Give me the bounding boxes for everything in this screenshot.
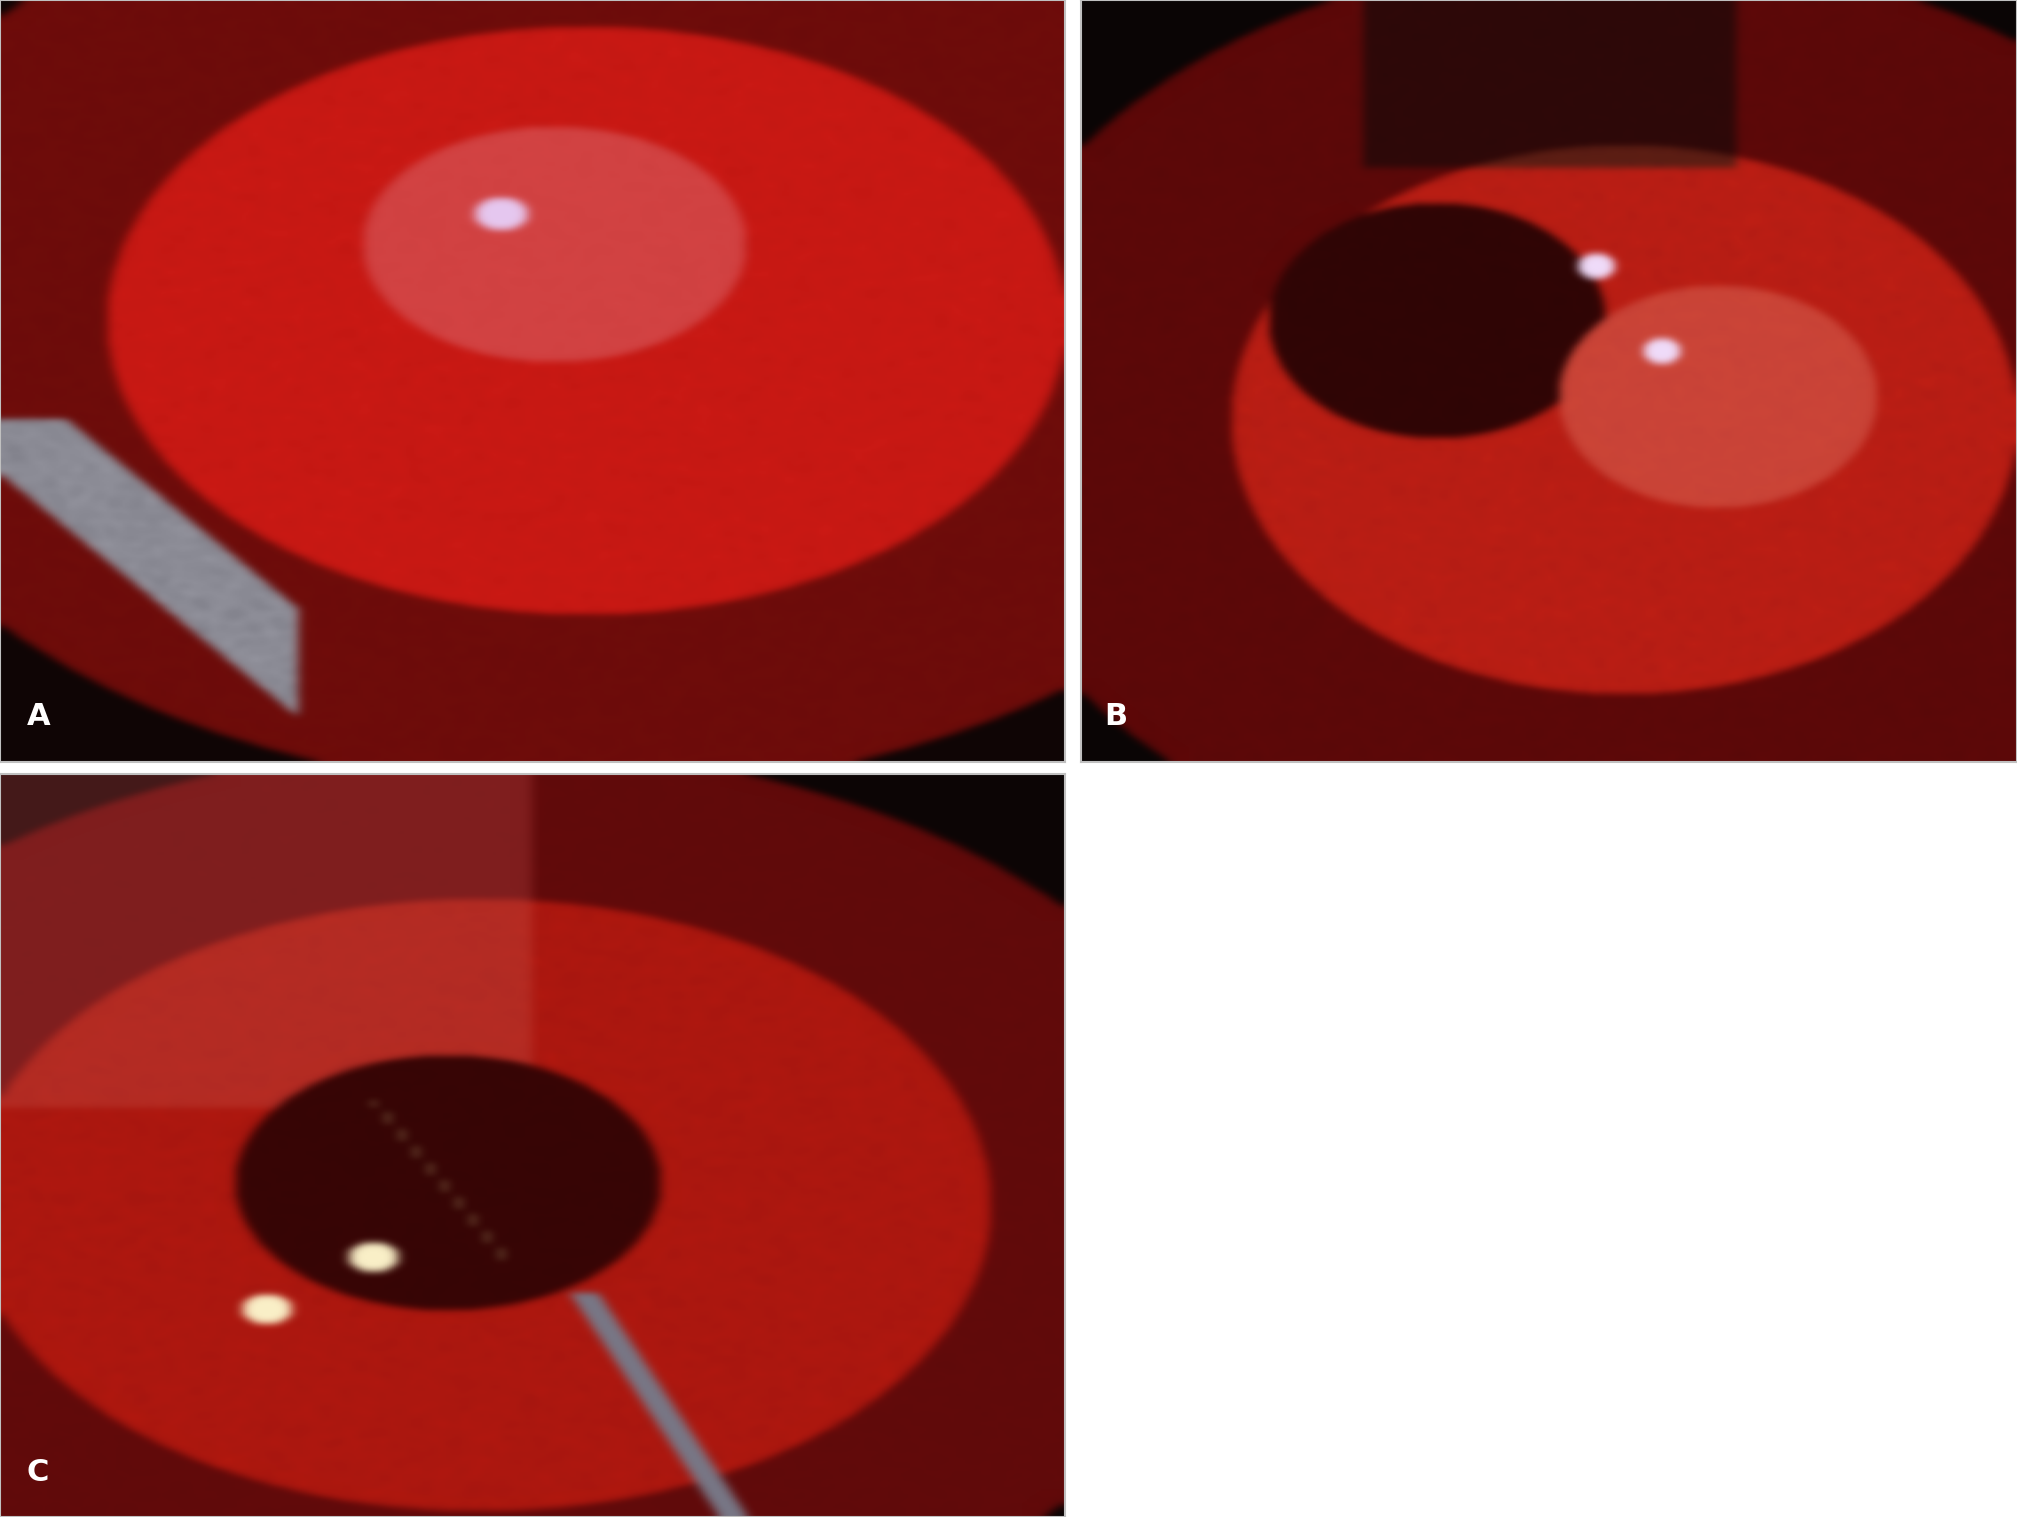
Text: A: A [26, 702, 50, 731]
Text: B: B [1105, 702, 1128, 731]
Text: C: C [26, 1458, 48, 1487]
